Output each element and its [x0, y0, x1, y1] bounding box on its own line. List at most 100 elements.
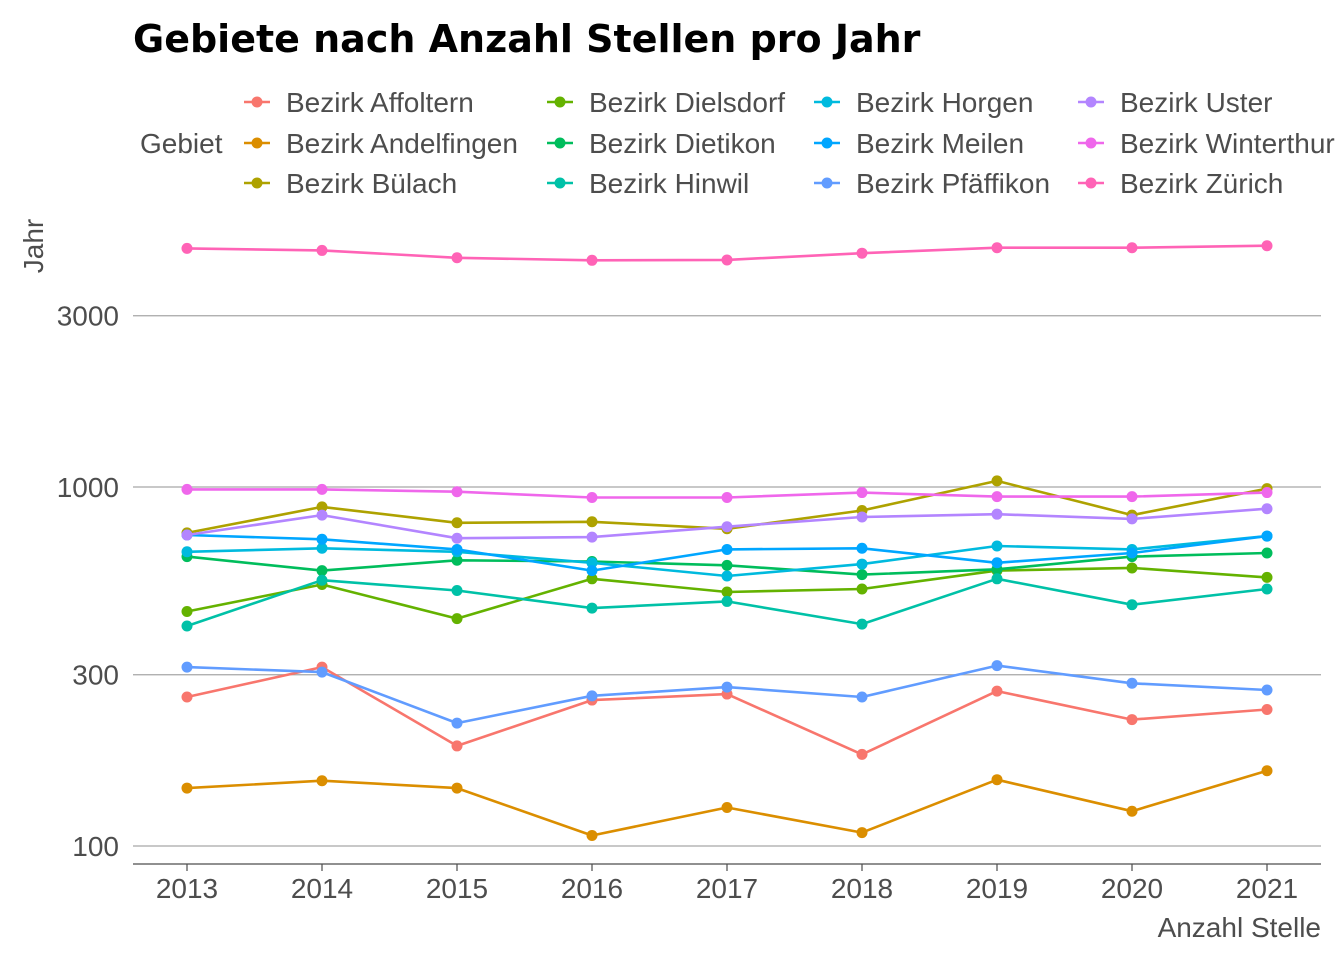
data-point — [316, 574, 328, 586]
data-point — [991, 540, 1003, 552]
series-bezirk-uster — [181, 503, 1273, 544]
x-tick-label: 2015 — [426, 873, 488, 904]
data-point — [1126, 599, 1138, 611]
legend-key-point — [554, 177, 566, 189]
data-point — [1261, 503, 1273, 515]
legend-label: Bezirk Horgen — [856, 87, 1033, 118]
data-point — [856, 691, 868, 703]
legend-item-bezirk-horgen: Bezirk Horgen — [814, 87, 1033, 118]
data-point — [991, 557, 1003, 569]
legend-label: Bezirk Dielsdorf — [589, 87, 785, 118]
data-point — [316, 244, 328, 256]
legend-key-point — [251, 96, 263, 108]
data-point — [181, 661, 193, 673]
data-point — [451, 486, 463, 498]
data-point — [1261, 240, 1273, 252]
data-point — [1261, 704, 1273, 716]
data-point — [586, 829, 598, 841]
data-point — [1261, 684, 1273, 696]
legend-item-bezirk-affoltern: Bezirk Affoltern — [244, 87, 474, 118]
legend-key-point — [251, 177, 263, 189]
data-point — [721, 491, 733, 503]
series-bezirk-hinwil — [181, 573, 1273, 632]
data-point — [856, 487, 868, 499]
x-tick-label: 2017 — [696, 873, 758, 904]
data-point — [451, 543, 463, 555]
data-point — [991, 242, 1003, 254]
data-point — [451, 554, 463, 566]
legend-label: Bezirk Meilen — [856, 128, 1024, 159]
data-point — [1126, 491, 1138, 503]
legend-label: Bezirk Hinwil — [589, 168, 749, 199]
data-point — [856, 827, 868, 839]
legend-item-bezirk-uster: Bezirk Uster — [1078, 87, 1272, 118]
y-tick-label: 300 — [72, 660, 119, 691]
legend-key-point — [251, 137, 263, 149]
series-bezirk-andelfingen — [181, 765, 1273, 841]
y-tick-label: 100 — [72, 831, 119, 862]
data-point — [181, 242, 193, 254]
legend-key-point — [1085, 137, 1097, 149]
legend-key-point — [554, 137, 566, 149]
data-point — [1126, 805, 1138, 817]
data-point — [181, 546, 193, 558]
data-point — [181, 782, 193, 794]
legend-label: Bezirk Zürich — [1120, 168, 1283, 199]
data-point — [721, 254, 733, 266]
data-point — [856, 558, 868, 570]
data-point — [181, 483, 193, 495]
data-point — [721, 595, 733, 607]
legend-label: Bezirk Affoltern — [286, 87, 474, 118]
legend-item-bezirk-pf-ffikon: Bezirk Pfäffikon — [814, 168, 1050, 199]
data-point — [586, 491, 598, 503]
legend-key-point — [821, 177, 833, 189]
data-point — [991, 475, 1003, 487]
series-bezirk-winterthur — [181, 483, 1273, 503]
data-point — [856, 618, 868, 630]
series-bezirk-affoltern — [181, 661, 1273, 760]
legend-label: Bezirk Pfäffikon — [856, 168, 1050, 199]
data-point — [181, 620, 193, 632]
x-axis-title: Anzahl Stelle — [1158, 912, 1321, 943]
data-point — [316, 775, 328, 787]
legend: Bezirk Affoltern Bezirk Andelfingen Bezirk… — [244, 87, 1335, 199]
y-tick-label: 1000 — [57, 472, 119, 503]
y-axis: 100 300 1000 3000 — [57, 301, 119, 862]
legend-label: Bezirk Winterthur — [1120, 128, 1335, 159]
data-point — [586, 531, 598, 543]
x-tick-label: 2021 — [1236, 873, 1298, 904]
data-point — [991, 774, 1003, 786]
data-point — [1126, 242, 1138, 254]
data-point — [991, 660, 1003, 672]
data-point — [181, 691, 193, 703]
data-point — [1261, 571, 1273, 583]
data-point — [721, 570, 733, 582]
data-point — [991, 508, 1003, 520]
data-point — [451, 517, 463, 529]
data-point — [721, 559, 733, 571]
x-tick-label: 2020 — [1101, 873, 1163, 904]
data-point — [1126, 677, 1138, 689]
data-point — [181, 605, 193, 617]
legend-item-bezirk-dielsdorf: Bezirk Dielsdorf — [547, 87, 785, 118]
legend-key-point — [1085, 177, 1097, 189]
legend-label: Bezirk Dietikon — [589, 128, 776, 159]
data-point — [991, 685, 1003, 697]
data-point — [316, 542, 328, 554]
data-point — [721, 681, 733, 693]
x-tick-label: 2013 — [156, 873, 218, 904]
x-tick-label: 2014 — [291, 873, 353, 904]
series-bezirk-meilen — [181, 529, 1273, 577]
legend-item-bezirk-andelfingen: Bezirk Andelfingen — [244, 128, 518, 159]
data-point — [1126, 714, 1138, 726]
chart-title: Gebiete nach Anzahl Stellen pro Jahr — [133, 17, 921, 61]
data-point — [1261, 765, 1273, 777]
data-point — [316, 533, 328, 545]
series-bezirk-horgen — [181, 530, 1273, 582]
data-point — [1261, 547, 1273, 559]
data-point — [316, 483, 328, 495]
data-point — [1261, 530, 1273, 542]
data-point — [451, 613, 463, 625]
legend-label: Bezirk Bülach — [286, 168, 457, 199]
data-point — [856, 748, 868, 760]
